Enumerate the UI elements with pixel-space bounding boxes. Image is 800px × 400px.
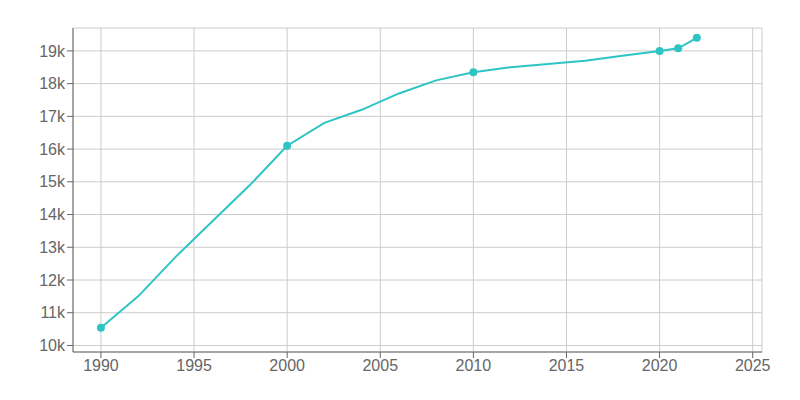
svg-text:2005: 2005 xyxy=(362,357,398,374)
svg-text:2000: 2000 xyxy=(269,357,305,374)
svg-text:16k: 16k xyxy=(39,141,66,158)
svg-text:15k: 15k xyxy=(39,173,66,190)
svg-text:2010: 2010 xyxy=(456,357,492,374)
svg-text:19k: 19k xyxy=(39,43,66,60)
svg-text:1995: 1995 xyxy=(176,357,212,374)
svg-text:13k: 13k xyxy=(39,239,66,256)
svg-text:11k: 11k xyxy=(40,304,66,321)
svg-text:2020: 2020 xyxy=(642,357,678,374)
svg-text:12k: 12k xyxy=(39,272,66,289)
svg-text:10k: 10k xyxy=(39,337,66,354)
svg-text:2015: 2015 xyxy=(549,357,585,374)
svg-text:14k: 14k xyxy=(39,206,66,223)
svg-text:17k: 17k xyxy=(39,108,66,125)
svg-text:1990: 1990 xyxy=(83,357,119,374)
svg-text:2025: 2025 xyxy=(735,357,771,374)
svg-text:18k: 18k xyxy=(39,75,66,92)
